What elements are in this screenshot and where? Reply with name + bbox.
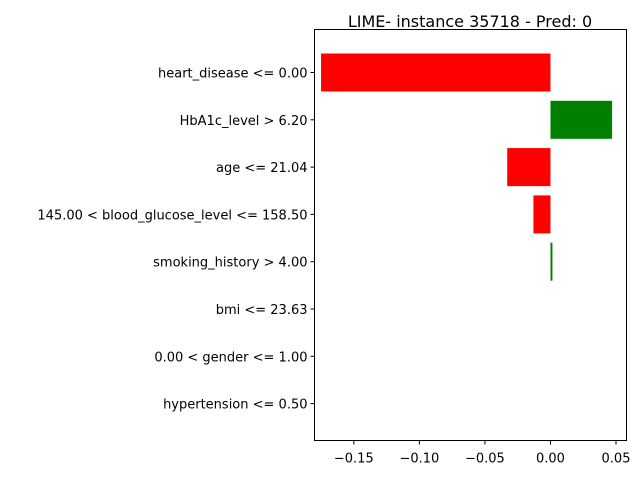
y-axis: heart_disease <= 0.00 HbA1c_level > 6.20 a… — [37, 67, 315, 413]
x-axis: −0.15 −0.10 −0.05 0.00 0.05 — [334, 440, 631, 467]
bar-3 — [507, 148, 551, 187]
y-tick-label: 0.00 < gender <= 1.00 — [154, 350, 307, 365]
y-tick-label: heart_disease <= 0.00 — [158, 67, 308, 82]
bars-layer — [321, 53, 613, 281]
chart-title: LIME- instance 35718 - Pred: 0 — [348, 12, 592, 31]
x-tick-label: 0.05 — [602, 452, 631, 467]
bar-5 — [550, 242, 553, 281]
y-tick-label: smoking_history > 4.00 — [153, 256, 307, 271]
y-tick-label: age <= 21.04 — [216, 161, 307, 176]
x-tick-label: −0.10 — [399, 452, 439, 467]
y-tick-label: bmi <= 23.63 — [216, 303, 308, 318]
y-tick-label: hypertension <= 0.50 — [163, 398, 307, 413]
y-tick-label: HbA1c_level > 6.20 — [180, 114, 308, 129]
plot-frame — [314, 29, 627, 441]
x-tick-label: −0.05 — [465, 452, 505, 467]
x-tick-label: −0.15 — [334, 452, 374, 467]
bar-1 — [321, 53, 551, 92]
y-tick-label: 145.00 < blood_glucose_level <= 158.50 — [37, 208, 307, 223]
bar-2 — [550, 100, 613, 139]
x-tick-label: 0.00 — [536, 452, 565, 467]
bar-4 — [533, 195, 551, 234]
